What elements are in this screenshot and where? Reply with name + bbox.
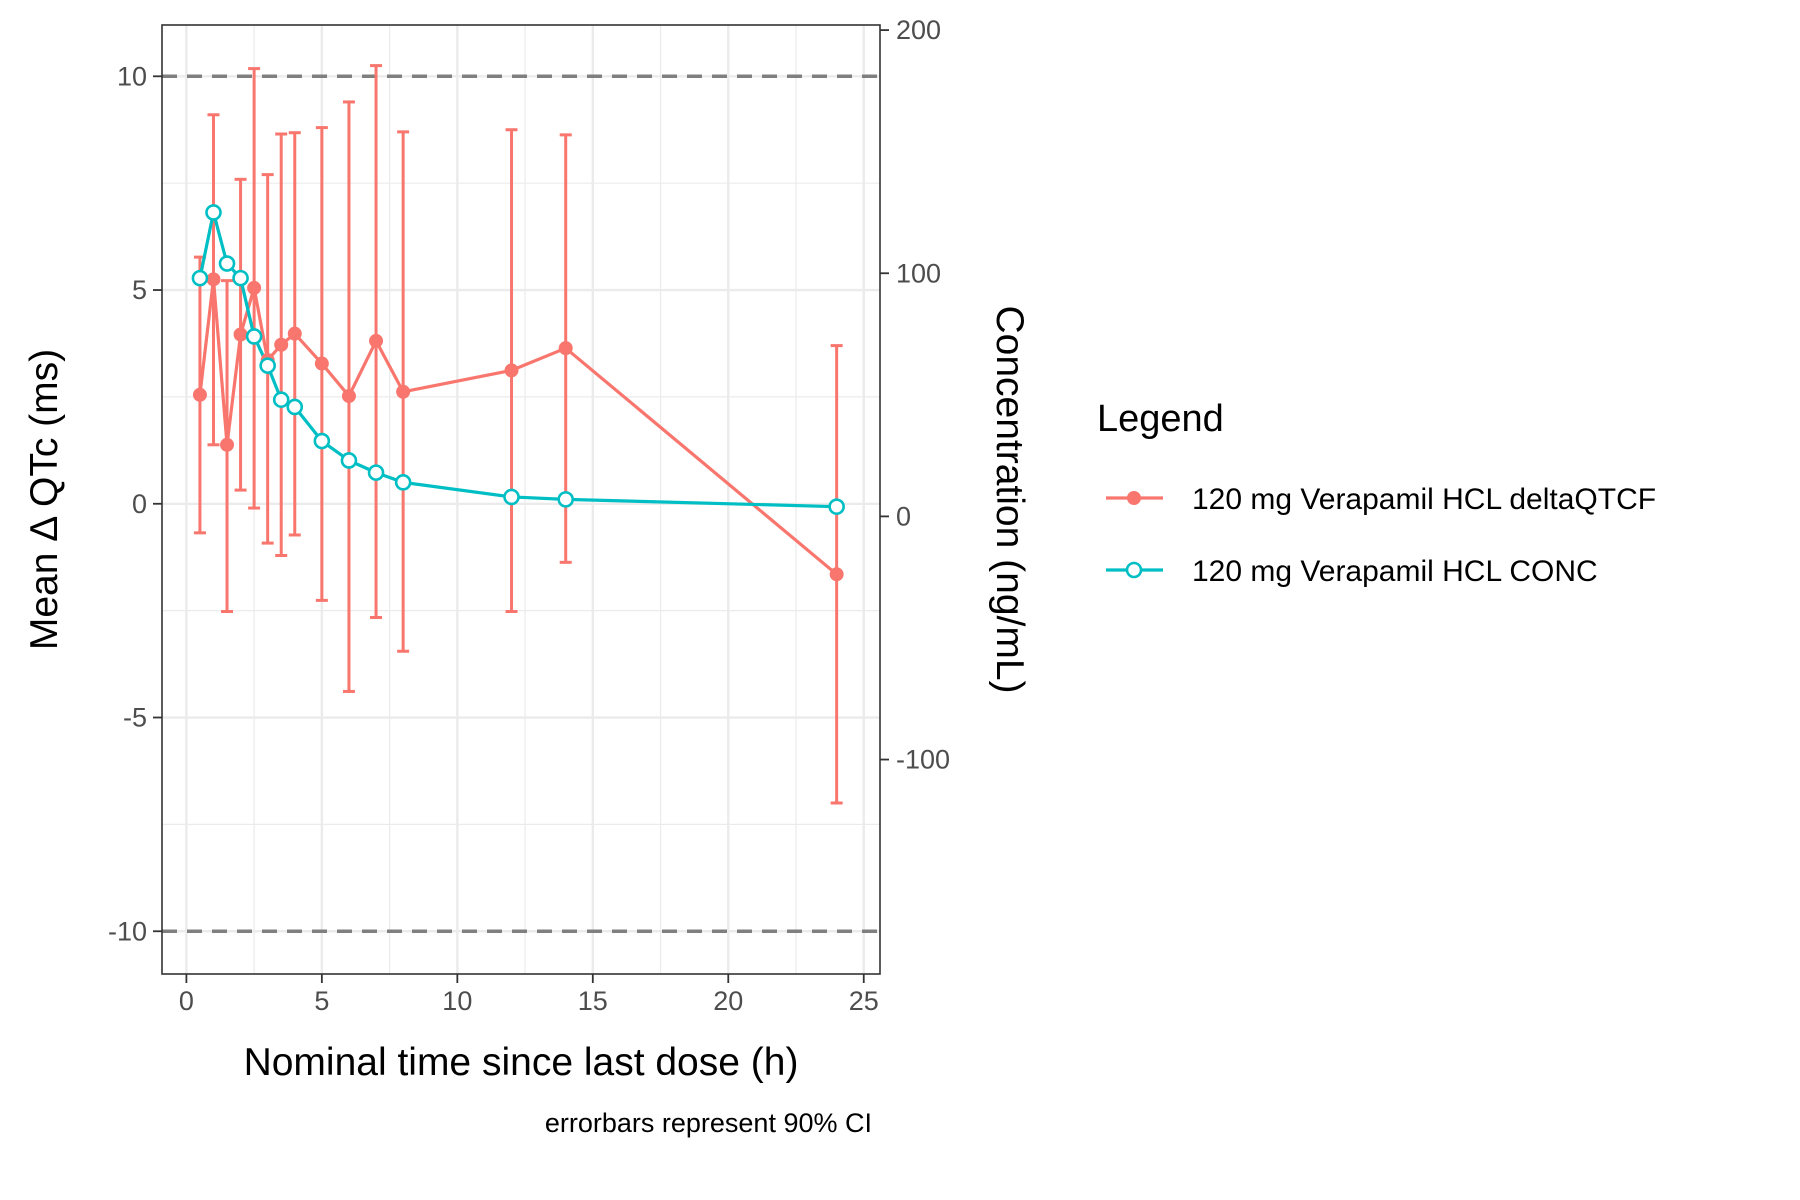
x-tick-label: 20 <box>713 986 743 1016</box>
conc-point <box>340 452 358 469</box>
conc-point <box>205 204 222 221</box>
legend: Legend 120 mg Verapamil HCL deltaQTCF120… <box>1097 398 1656 588</box>
conc-point <box>191 269 209 287</box>
y2-tick-label: 0 <box>896 501 911 531</box>
qtc-point <box>341 389 356 404</box>
legend-label: 120 mg Verapamil HCL CONC <box>1192 555 1598 588</box>
y-axis-left: -10 -5 0 5 10 <box>108 61 162 946</box>
qtc-point <box>192 387 207 402</box>
x-tick-label: 25 <box>849 986 879 1016</box>
y-tick-label: -10 <box>108 916 147 946</box>
y-tick-label: 0 <box>132 489 147 519</box>
qtc-point <box>247 280 262 295</box>
legend-title: Legend <box>1097 398 1224 440</box>
y-tick-label: -5 <box>123 703 147 733</box>
qtc-point <box>829 567 844 582</box>
conc-point <box>259 357 276 374</box>
qtc-point <box>287 326 302 341</box>
legend-label: 120 mg Verapamil HCL deltaQTCF <box>1192 483 1656 516</box>
conc-point <box>286 398 304 416</box>
qtc-point <box>396 384 411 399</box>
y-axis-right: -100 0 100 200 <box>880 15 950 775</box>
x-tick-label: 0 <box>179 986 194 1016</box>
legend-key-point <box>1125 561 1143 579</box>
conc-point <box>245 328 263 345</box>
conc-point <box>272 391 290 408</box>
qtc-point <box>220 437 235 452</box>
y2-tick-label: 100 <box>896 258 941 288</box>
conc-point <box>394 474 412 491</box>
conc-point <box>232 269 249 287</box>
conc-point <box>503 488 520 506</box>
conc-point <box>367 464 385 481</box>
legend-entries: 120 mg Verapamil HCL deltaQTCF 120 mg Ver… <box>1106 483 1656 588</box>
legend-key-point <box>1127 491 1141 505</box>
x-axis: 0 5 10 15 20 25 <box>179 974 879 1016</box>
y2-tick-label: 200 <box>896 15 941 45</box>
qtc-point <box>369 333 384 348</box>
qtc-point <box>206 272 221 287</box>
x-axis-title: Nominal time since last dose (h) <box>244 1041 799 1084</box>
reference-lines <box>162 74 880 934</box>
y-tick-label: 10 <box>117 61 147 91</box>
x-tick-label: 10 <box>442 986 472 1016</box>
qtc-point <box>274 337 289 352</box>
data-points <box>191 204 845 582</box>
qtc-point <box>558 341 573 356</box>
qtc-point <box>504 363 519 378</box>
conc-point <box>557 491 575 508</box>
caption: errorbars represent 90% CI <box>545 1108 872 1138</box>
conc-point <box>828 498 845 515</box>
y-axis-title: Mean Δ QTc (ms) <box>23 349 66 650</box>
conc-point <box>218 255 236 272</box>
y-tick-label: 5 <box>132 275 147 305</box>
conc-point <box>313 432 331 450</box>
qtc-point <box>233 327 248 342</box>
x-tick-label: 15 <box>578 986 608 1016</box>
y2-tick-label: -100 <box>896 745 950 775</box>
y2-axis-title: Concentration (ng/mL) <box>988 305 1031 693</box>
panel-border <box>161 24 881 975</box>
x-tick-label: 5 <box>314 986 329 1016</box>
qtc-point <box>314 356 329 371</box>
